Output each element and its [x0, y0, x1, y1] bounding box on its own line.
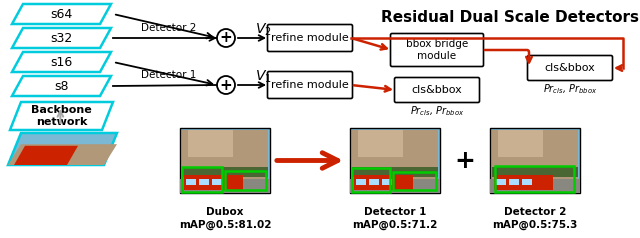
- FancyBboxPatch shape: [352, 130, 438, 179]
- Text: bbox bridge
module: bbox bridge module: [406, 39, 468, 61]
- Text: Backbone
network: Backbone network: [31, 105, 92, 127]
- FancyBboxPatch shape: [527, 55, 612, 80]
- FancyBboxPatch shape: [354, 175, 413, 190]
- FancyBboxPatch shape: [182, 167, 268, 177]
- Polygon shape: [14, 146, 78, 165]
- FancyBboxPatch shape: [268, 71, 353, 99]
- FancyBboxPatch shape: [494, 175, 552, 190]
- Circle shape: [217, 29, 235, 47]
- FancyBboxPatch shape: [268, 25, 353, 51]
- Text: Detector 2
mAP@0.5:75.3: Detector 2 mAP@0.5:75.3: [492, 207, 578, 230]
- FancyBboxPatch shape: [522, 179, 532, 185]
- Text: s8: s8: [54, 79, 68, 93]
- Polygon shape: [10, 102, 113, 130]
- FancyBboxPatch shape: [490, 179, 580, 193]
- Polygon shape: [12, 4, 111, 24]
- Text: s64: s64: [51, 8, 72, 20]
- Polygon shape: [8, 144, 117, 165]
- Text: $Pr_{cls}$, $Pr_{bbox}$: $Pr_{cls}$, $Pr_{bbox}$: [410, 104, 464, 118]
- FancyBboxPatch shape: [394, 78, 479, 103]
- Text: Detector 1
mAP@0.5:71.2: Detector 1 mAP@0.5:71.2: [352, 207, 438, 230]
- FancyBboxPatch shape: [496, 179, 506, 185]
- Text: refine module: refine module: [271, 33, 349, 43]
- FancyBboxPatch shape: [180, 179, 270, 193]
- Text: Detector 1: Detector 1: [141, 70, 196, 80]
- Circle shape: [217, 76, 235, 94]
- Text: +: +: [220, 78, 232, 93]
- Text: cls&bbox: cls&bbox: [412, 85, 462, 95]
- FancyBboxPatch shape: [382, 179, 392, 185]
- Text: cls&bbox: cls&bbox: [545, 63, 595, 73]
- Text: refine module: refine module: [271, 80, 349, 90]
- FancyBboxPatch shape: [356, 179, 366, 185]
- Text: Residual Dual Scale Detectors: Residual Dual Scale Detectors: [381, 10, 639, 25]
- FancyBboxPatch shape: [182, 130, 268, 179]
- FancyBboxPatch shape: [188, 130, 233, 157]
- Text: s16: s16: [51, 55, 72, 69]
- Text: +: +: [454, 149, 476, 173]
- Text: Detector 2: Detector 2: [141, 23, 196, 33]
- FancyBboxPatch shape: [358, 130, 403, 157]
- Text: $V_2$: $V_2$: [255, 22, 271, 38]
- Polygon shape: [12, 52, 111, 72]
- Polygon shape: [12, 76, 111, 96]
- FancyBboxPatch shape: [180, 128, 270, 193]
- FancyBboxPatch shape: [509, 179, 519, 185]
- FancyBboxPatch shape: [186, 179, 196, 185]
- FancyBboxPatch shape: [492, 167, 578, 177]
- FancyBboxPatch shape: [492, 130, 578, 179]
- FancyBboxPatch shape: [352, 167, 438, 177]
- Text: +: +: [220, 30, 232, 45]
- FancyBboxPatch shape: [184, 175, 243, 190]
- FancyBboxPatch shape: [390, 34, 483, 66]
- Text: $Pr_{cls}$, $Pr_{bbox}$: $Pr_{cls}$, $Pr_{bbox}$: [543, 82, 597, 96]
- FancyBboxPatch shape: [199, 179, 209, 185]
- FancyBboxPatch shape: [350, 128, 440, 193]
- FancyBboxPatch shape: [212, 179, 222, 185]
- Polygon shape: [12, 28, 111, 48]
- Text: Dubox
mAP@0.5:81.02: Dubox mAP@0.5:81.02: [179, 207, 271, 230]
- FancyBboxPatch shape: [369, 179, 379, 185]
- Text: $V_1$: $V_1$: [255, 69, 271, 85]
- Text: s32: s32: [51, 31, 72, 45]
- Polygon shape: [8, 133, 117, 165]
- FancyBboxPatch shape: [498, 130, 543, 157]
- FancyBboxPatch shape: [350, 179, 440, 193]
- FancyBboxPatch shape: [490, 128, 580, 193]
